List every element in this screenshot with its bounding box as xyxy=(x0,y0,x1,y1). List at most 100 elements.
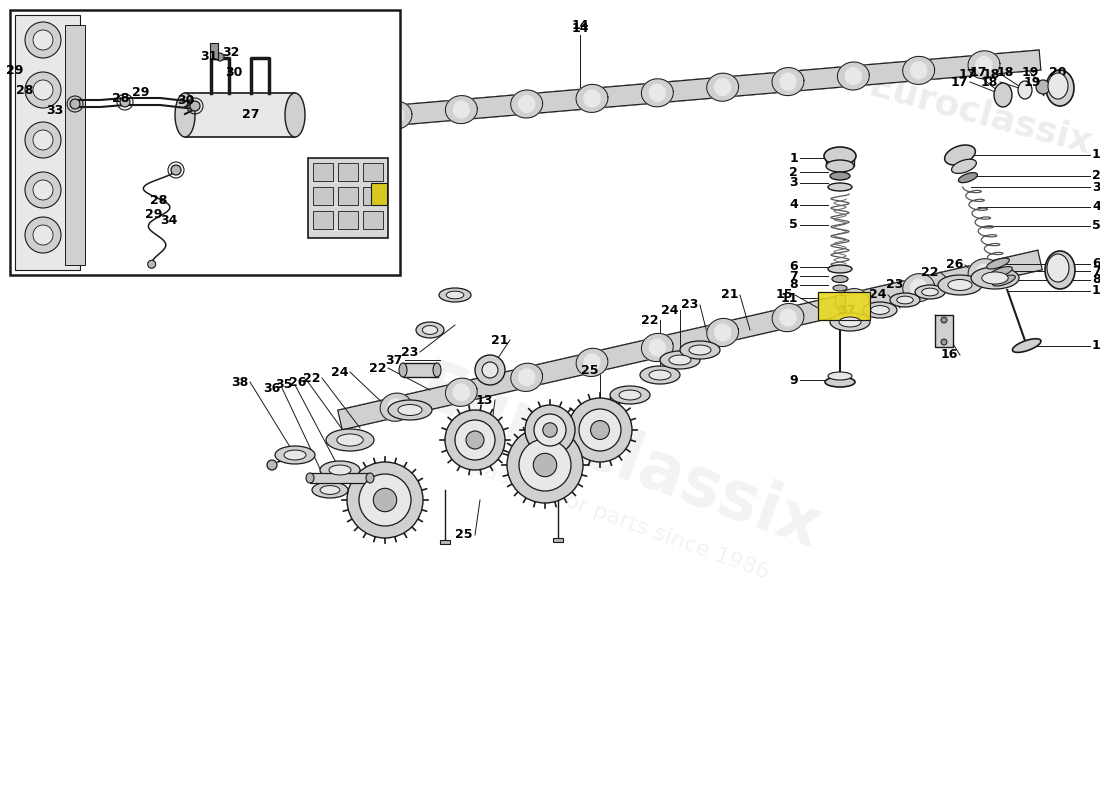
Bar xyxy=(553,538,563,542)
Polygon shape xyxy=(911,279,926,296)
Text: 10: 10 xyxy=(1092,339,1100,352)
Ellipse shape xyxy=(1045,251,1075,289)
Polygon shape xyxy=(837,289,869,317)
Ellipse shape xyxy=(680,341,720,359)
Polygon shape xyxy=(584,354,600,370)
Bar xyxy=(818,292,870,320)
Polygon shape xyxy=(707,318,738,346)
Text: 26: 26 xyxy=(946,258,962,271)
Polygon shape xyxy=(339,50,1041,130)
Circle shape xyxy=(455,420,495,460)
Ellipse shape xyxy=(982,272,1009,284)
Circle shape xyxy=(373,488,397,512)
Text: passion for parts since 1986: passion for parts since 1986 xyxy=(469,457,772,583)
Polygon shape xyxy=(388,107,404,123)
Text: 35: 35 xyxy=(276,378,293,391)
Polygon shape xyxy=(952,159,977,174)
Ellipse shape xyxy=(416,322,444,338)
Ellipse shape xyxy=(1048,73,1068,99)
Circle shape xyxy=(346,462,424,538)
Polygon shape xyxy=(706,73,738,101)
Text: 22: 22 xyxy=(368,362,386,374)
Polygon shape xyxy=(968,50,1000,78)
Circle shape xyxy=(446,410,505,470)
Text: 22: 22 xyxy=(921,266,938,278)
Polygon shape xyxy=(576,84,608,112)
Polygon shape xyxy=(446,378,477,406)
Circle shape xyxy=(25,72,60,108)
Bar xyxy=(338,211,358,229)
Text: 34: 34 xyxy=(160,214,177,226)
Text: 6: 6 xyxy=(1092,257,1100,270)
Text: 5: 5 xyxy=(790,218,798,231)
Text: 7: 7 xyxy=(790,270,798,282)
Ellipse shape xyxy=(398,405,422,415)
Bar xyxy=(371,183,387,205)
Polygon shape xyxy=(987,258,1010,269)
Text: 29: 29 xyxy=(132,86,150,98)
Ellipse shape xyxy=(649,370,671,380)
Text: 37: 37 xyxy=(386,354,403,366)
Bar xyxy=(210,43,218,59)
Text: 16: 16 xyxy=(940,349,958,362)
Bar xyxy=(338,163,358,181)
Ellipse shape xyxy=(326,429,374,451)
Ellipse shape xyxy=(839,317,861,327)
Polygon shape xyxy=(379,101,411,129)
Text: 15: 15 xyxy=(776,289,793,302)
Ellipse shape xyxy=(871,306,889,314)
Text: 29: 29 xyxy=(6,63,23,77)
Bar xyxy=(314,187,333,205)
Polygon shape xyxy=(338,250,1042,430)
Ellipse shape xyxy=(619,390,641,400)
Circle shape xyxy=(579,409,621,451)
Text: 7: 7 xyxy=(1092,265,1100,278)
Ellipse shape xyxy=(447,291,464,299)
Ellipse shape xyxy=(828,183,852,191)
Ellipse shape xyxy=(915,285,945,299)
Bar xyxy=(10,10,400,275)
Polygon shape xyxy=(903,56,935,84)
Ellipse shape xyxy=(890,293,920,307)
Polygon shape xyxy=(958,173,978,182)
Text: 4: 4 xyxy=(1092,201,1100,214)
Ellipse shape xyxy=(1018,81,1032,99)
Circle shape xyxy=(147,260,156,268)
Polygon shape xyxy=(992,275,1015,286)
Circle shape xyxy=(190,101,200,111)
Ellipse shape xyxy=(306,473,313,483)
Text: 12: 12 xyxy=(1092,285,1100,298)
Text: 37: 37 xyxy=(838,303,856,317)
Ellipse shape xyxy=(824,147,856,165)
Text: 22: 22 xyxy=(640,314,658,326)
Ellipse shape xyxy=(640,366,680,384)
Text: 21: 21 xyxy=(491,334,508,346)
Text: 5: 5 xyxy=(1092,219,1100,232)
Circle shape xyxy=(216,53,224,61)
Ellipse shape xyxy=(422,326,438,334)
Ellipse shape xyxy=(896,296,913,304)
Ellipse shape xyxy=(830,172,850,180)
Text: 30: 30 xyxy=(177,94,195,106)
Ellipse shape xyxy=(284,450,306,460)
Polygon shape xyxy=(519,96,535,112)
Circle shape xyxy=(507,427,583,503)
Circle shape xyxy=(591,421,609,439)
Circle shape xyxy=(534,414,566,446)
Circle shape xyxy=(267,460,277,470)
Circle shape xyxy=(359,474,411,526)
Text: 25: 25 xyxy=(455,529,473,542)
Ellipse shape xyxy=(439,288,471,302)
Ellipse shape xyxy=(828,265,852,273)
Ellipse shape xyxy=(825,377,855,387)
Text: 11: 11 xyxy=(781,291,798,305)
Polygon shape xyxy=(641,334,673,362)
Polygon shape xyxy=(715,324,730,341)
Circle shape xyxy=(33,225,53,245)
Ellipse shape xyxy=(669,355,691,365)
Circle shape xyxy=(519,439,571,491)
Text: 23: 23 xyxy=(400,346,418,358)
Polygon shape xyxy=(381,393,411,422)
Bar xyxy=(310,473,370,483)
Text: 19: 19 xyxy=(1024,75,1041,89)
